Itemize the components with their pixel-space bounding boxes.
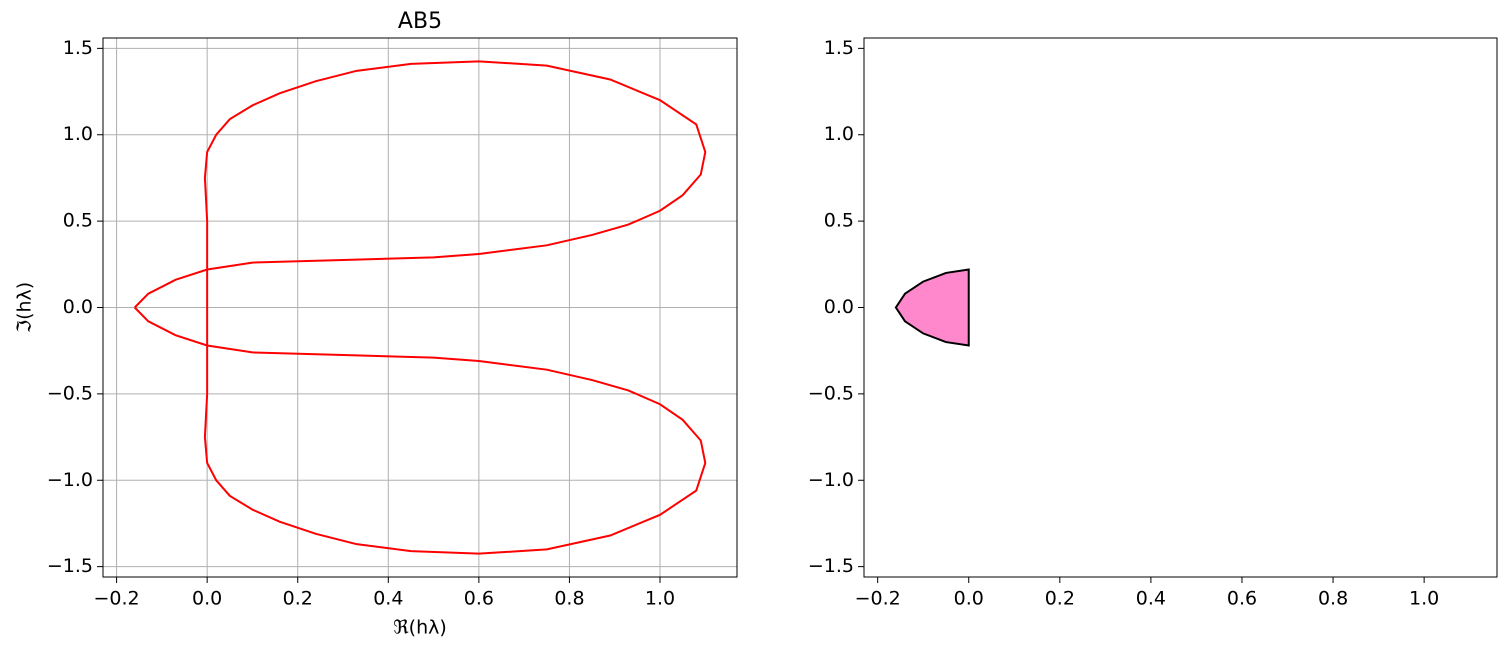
- x-tick-label: 0.6: [464, 588, 494, 610]
- y-tick-label: −1.0: [808, 469, 854, 491]
- y-tick-label: −1.0: [47, 469, 93, 491]
- y-tick-label: 1.0: [824, 123, 854, 145]
- y-tick-label: 1.5: [824, 37, 854, 59]
- y-tick-label: 0.0: [63, 296, 93, 318]
- x-tick-label: 0.2: [283, 588, 313, 610]
- x-tick-label: −0.2: [855, 588, 901, 610]
- y-tick-label: 0.5: [63, 210, 93, 232]
- curve: [133, 60, 707, 555]
- y-tick-label: −0.5: [47, 382, 93, 404]
- x-tick-label: −0.2: [94, 588, 140, 610]
- x-tick-label: 0.4: [1136, 588, 1166, 610]
- x-tick-label: 0.2: [1045, 588, 1075, 610]
- x-tick-label: 1.0: [645, 588, 675, 610]
- axes-frame: [102, 37, 738, 578]
- x-axis-label: ℜ(hλ): [393, 617, 447, 639]
- region: [894, 268, 970, 347]
- y-tick-label: −1.5: [808, 555, 854, 577]
- y-tick-label: −0.5: [808, 382, 854, 404]
- chart-title: AB5: [398, 9, 442, 34]
- axes-frame: [863, 37, 1498, 578]
- x-tick-label: 0.4: [373, 588, 403, 610]
- x-tick-label: 1.0: [1409, 588, 1439, 610]
- y-tick-label: 1.5: [63, 37, 93, 59]
- x-tick-label: 0.8: [1318, 588, 1348, 610]
- y-tick-label: −1.5: [47, 555, 93, 577]
- y-axis-label: ℑ(hλ): [14, 282, 36, 333]
- x-tick-label: 0.8: [554, 588, 584, 610]
- x-tick-label: 0.6: [1227, 588, 1257, 610]
- x-tick-label: 0.0: [954, 588, 984, 610]
- y-tick-label: 1.0: [63, 123, 93, 145]
- y-tick-label: 0.5: [824, 210, 854, 232]
- x-tick-label: 0.0: [192, 588, 222, 610]
- y-tick-label: 0.0: [824, 296, 854, 318]
